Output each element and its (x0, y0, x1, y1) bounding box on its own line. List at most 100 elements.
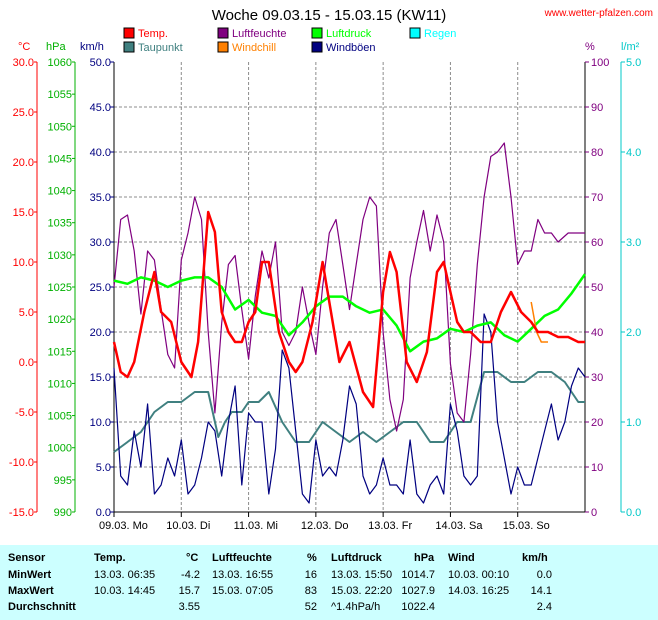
legend-label-1: Luftfeuchte (232, 28, 286, 40)
wind-tick-label-7: 15.0 (90, 372, 111, 384)
humidity-tick-label-10: 0 (591, 507, 597, 519)
pressure-tick-label-13: 995 (54, 475, 72, 487)
wind-tick-label-9: 5.0 (96, 462, 111, 474)
temp-tick-label-4: 10.0 (13, 257, 34, 269)
humidity-tick-label-3: 70 (591, 192, 603, 204)
min-temp-value: -4.2 (181, 569, 200, 581)
humidity-tick-label-0: 100 (591, 57, 609, 69)
x-tick-label-3: 12.03. Do (301, 520, 349, 532)
pressure-tick-label-3: 1045 (48, 153, 72, 165)
max-press-value: 1027.9 (401, 585, 435, 597)
x-tick-label-4: 13.03. Fr (368, 520, 412, 532)
min-label: MinWert (8, 569, 52, 581)
header-pressure: Luftdruck (331, 552, 382, 564)
rain-tick-label-5: 0.0 (626, 507, 641, 519)
humidity-tick-label-7: 30 (591, 372, 603, 384)
series-windben-line (113, 313, 586, 504)
pressure-tick-label-5: 1035 (48, 218, 72, 230)
legend-label-3: Regen (424, 28, 456, 40)
stats-min-row: MinWert 13.03. 06:35 -4.2 13.03. 16:55 1… (0, 568, 658, 583)
humidity-tick-label-1: 90 (591, 102, 603, 114)
avg-label: Durchschnitt (8, 601, 76, 613)
rain-tick-label-0: 5.0 (626, 57, 641, 69)
temp-tick-label-7: -5.0 (15, 407, 34, 419)
wind-tick-label-0: 50.0 (90, 57, 111, 69)
wind-tick-label-3: 35.0 (90, 192, 111, 204)
avg-wind-value: 2.4 (536, 601, 552, 613)
max-wind-time: 14.03. 16:25 (448, 585, 510, 597)
max-hum-value: 83 (304, 585, 317, 597)
temp-tick-label-9: -15.0 (9, 507, 34, 519)
series-luftfeuchte-line (113, 142, 585, 432)
header-wind: Wind (448, 552, 475, 564)
wind-unit-label: km/h (80, 41, 104, 53)
pressure-tick-label-6: 1030 (48, 250, 72, 262)
legend-swatch-4 (123, 41, 135, 53)
humidity-tick-label-5: 50 (591, 282, 603, 294)
wind-tick-label-2: 40.0 (90, 147, 111, 159)
legend-label-4: Taupunkt (138, 42, 183, 54)
min-hum-value: 16 (304, 569, 317, 581)
pressure-tick-label-1: 1055 (48, 89, 72, 101)
x-tick-label-6: 15.03. So (503, 520, 550, 532)
chart-title: Woche 09.03.15 - 15.03.15 (KW11) (212, 7, 447, 24)
temp-tick-label-3: 15.0 (13, 207, 34, 219)
header-temp-unit: °C (186, 552, 199, 564)
avg-press-trend: ^1.4hPa/h (331, 601, 381, 613)
min-hum-time: 13.03. 16:55 (212, 569, 274, 581)
stats-max-row: MaxWert 10.03. 14:45 15.7 15.03. 07:05 8… (0, 584, 658, 599)
legend-swatch-6 (311, 41, 323, 53)
x-tick-label-0: 09.03. Mo (99, 520, 148, 532)
min-wind-time: 10.03. 00:10 (448, 569, 510, 581)
wind-tick-label-10: 0.0 (96, 507, 111, 519)
min-wind-value: 0.0 (536, 569, 552, 581)
pressure-unit-label: hPa (46, 41, 66, 53)
pressure-tick-label-11: 1005 (48, 411, 72, 423)
max-press-time: 15.03. 22:20 (331, 585, 393, 597)
temp-tick-label-0: 30.0 (13, 57, 34, 69)
temp-tick-label-1: 25.0 (13, 107, 34, 119)
legend-label-6: Windböen (326, 42, 376, 54)
pressure-tick-label-10: 1010 (48, 378, 72, 390)
avg-press-value: 1022.4 (401, 601, 435, 613)
legend-swatch-5 (217, 41, 229, 53)
header-temp: Temp. (94, 552, 126, 564)
pressure-tick-label-9: 1015 (48, 346, 72, 358)
stats-table: Sensor Temp. °C Luftfeuchte % Luftdruck … (0, 545, 658, 620)
header-sensor: Sensor (8, 552, 46, 564)
series-taupunkt-line (113, 371, 585, 453)
temp-tick-label-6: 0.0 (19, 357, 34, 369)
legend-label-0: Temp. (138, 28, 168, 40)
rain-tick-label-4: 1.0 (626, 417, 641, 429)
humidity-tick-label-8: 20 (591, 417, 603, 429)
rain-tick-label-1: 4.0 (626, 147, 641, 159)
header-humidity-unit: % (307, 552, 317, 564)
source-label: www.wetter-pfalzen.com (544, 8, 653, 19)
legend-swatch-0 (123, 27, 135, 39)
min-press-time: 13.03. 15:50 (331, 569, 393, 581)
avg-hum-value: 52 (304, 601, 317, 613)
humidity-unit-label: % (585, 41, 595, 53)
min-press-value: 1014.7 (401, 569, 435, 581)
min-temp-time: 13.03. 06:35 (94, 569, 156, 581)
stats-avg-row: Durchschnitt 3.55 52 ^1.4hPa/h 1022.4 2.… (0, 600, 658, 615)
wind-tick-label-8: 10.0 (90, 417, 111, 429)
temp-tick-label-5: 5.0 (19, 307, 34, 319)
wind-tick-label-5: 25.0 (90, 282, 111, 294)
legend-swatch-2 (311, 27, 323, 39)
max-temp-time: 10.03. 14:45 (94, 585, 156, 597)
pressure-tick-label-12: 1000 (48, 443, 72, 455)
humidity-tick-label-9: 10 (591, 462, 603, 474)
max-wind-value: 14.1 (530, 585, 552, 597)
header-humidity: Luftfeuchte (212, 552, 272, 564)
pressure-tick-label-7: 1025 (48, 282, 72, 294)
humidity-tick-label-4: 60 (591, 237, 603, 249)
wind-tick-label-4: 30.0 (90, 237, 111, 249)
weather-chart: Woche 09.03.15 - 15.03.15 (KW11) www.wett… (9, 7, 653, 532)
x-tick-label-5: 14.03. Sa (435, 520, 483, 532)
pressure-tick-label-4: 1040 (48, 186, 72, 198)
series-windchill-line (530, 301, 548, 343)
header-wind-unit: km/h (522, 552, 548, 564)
legend-label-5: Windchill (232, 42, 276, 54)
header-pressure-unit: hPa (414, 552, 435, 564)
